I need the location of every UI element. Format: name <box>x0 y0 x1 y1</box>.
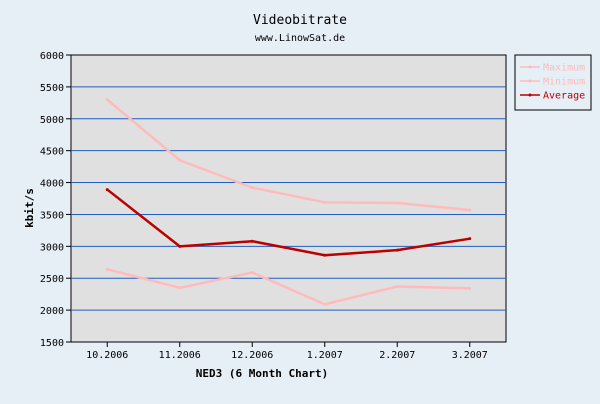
data-point-maximum <box>468 208 472 212</box>
legend-label: Average <box>543 91 585 102</box>
y-tick-label: 4000 <box>40 179 64 190</box>
legend: Maximum Minimum Average <box>514 54 592 111</box>
x-tick-label: 11.2006 <box>159 350 201 361</box>
legend-marker <box>528 79 532 83</box>
chart-subtitle: www.LinowSat.de <box>255 33 345 44</box>
legend-label: Maximum <box>543 63 585 74</box>
y-tick-label: 5500 <box>40 83 64 94</box>
series-line-maximum <box>106 98 470 212</box>
chart-title: Videobitrate <box>253 13 347 28</box>
x-tick-label: 2.2007 <box>379 350 415 361</box>
data-point-maximum <box>250 186 254 190</box>
plot-area <box>70 54 507 343</box>
data-point-average <box>105 188 109 192</box>
y-tick-label: 3500 <box>40 210 64 221</box>
legend-label: Minimum <box>543 77 585 88</box>
y-axis-label: kbit/s <box>23 188 36 228</box>
legend-marker <box>528 93 532 97</box>
data-point-minimum <box>323 302 327 306</box>
data-point-maximum <box>105 98 109 102</box>
y-tick-label: 6000 <box>40 51 64 62</box>
data-point-maximum <box>323 200 327 204</box>
x-axis-ticks: 10.2006 11.2006 12.2006 1.2007 2.2007 3.2007 <box>86 342 488 361</box>
y-tick-label: 3000 <box>40 242 64 253</box>
series-lines <box>105 98 472 306</box>
y-tick-label: 2500 <box>40 274 64 285</box>
y-axis-ticks: 1500 2000 2500 3000 3500 4000 4500 5000 5500 6000 <box>40 51 71 349</box>
data-point-minimum <box>395 285 399 289</box>
series-line-minimum <box>106 268 470 306</box>
data-point-average <box>395 248 399 252</box>
y-tick-label: 1500 <box>40 338 64 349</box>
y-tick-label: 4500 <box>40 147 64 158</box>
data-point-average <box>250 239 254 243</box>
x-tick-label: 3.2007 <box>452 350 488 361</box>
x-axis-label: NED3 (6 Month Chart) <box>196 367 328 380</box>
data-point-maximum <box>395 201 399 205</box>
y-tick-label: 5000 <box>40 115 64 126</box>
y-tick-label: 2000 <box>40 306 64 317</box>
data-point-average <box>468 237 472 241</box>
data-point-minimum <box>178 286 182 290</box>
data-point-minimum <box>105 267 109 271</box>
x-tick-label: 1.2007 <box>307 350 343 361</box>
data-point-minimum <box>250 270 254 274</box>
data-point-minimum <box>468 286 472 290</box>
series-line-average <box>106 188 470 257</box>
x-tick-label: 10.2006 <box>86 350 128 361</box>
data-point-average <box>323 253 327 257</box>
x-tick-label: 12.2006 <box>231 350 273 361</box>
data-point-maximum <box>178 158 182 162</box>
legend-box <box>514 54 592 111</box>
data-point-average <box>178 244 182 248</box>
legend-marker <box>528 65 532 69</box>
